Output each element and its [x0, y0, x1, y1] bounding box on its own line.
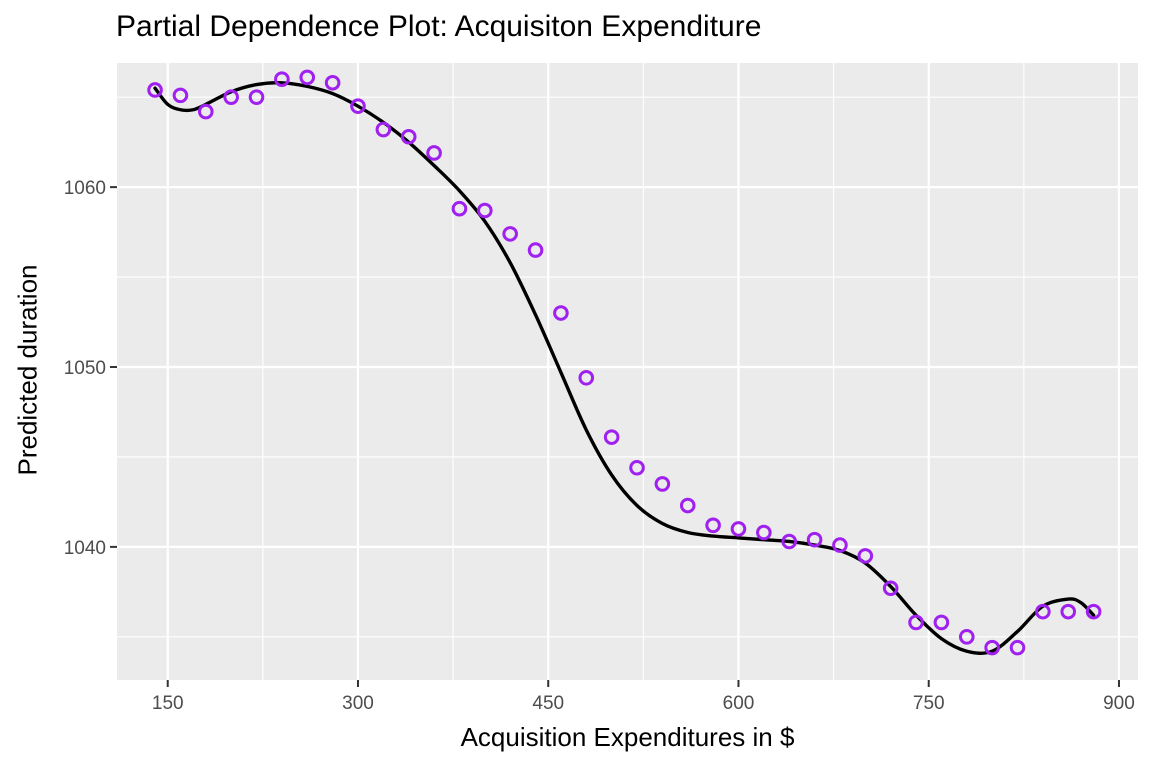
- data-point: [603, 429, 620, 445]
- chart-title: Partial Dependence Plot: Acquisiton Expe…: [116, 10, 762, 43]
- data-point: [172, 87, 189, 104]
- data-point: [832, 537, 848, 553]
- data-point: [400, 128, 417, 145]
- x-tick-label: 600: [723, 693, 755, 714]
- y-tick-label: 1040: [64, 538, 106, 559]
- data-point: [477, 202, 493, 219]
- x-tick-label: 450: [532, 693, 564, 714]
- data-point: [299, 69, 316, 86]
- data-point: [527, 242, 544, 258]
- points-layer: [147, 69, 1102, 656]
- data-point: [426, 145, 442, 161]
- data-point: [882, 580, 899, 597]
- data-point: [756, 524, 772, 541]
- data-point: [654, 476, 671, 492]
- x-tick-label: 900: [1103, 693, 1135, 714]
- data-point: [223, 89, 239, 105]
- x-tick-label: 150: [152, 693, 184, 714]
- data-point: [730, 521, 747, 537]
- data-point: [781, 533, 798, 550]
- major-gridlines: [117, 63, 1138, 680]
- axis-ticks: [110, 186, 1120, 687]
- data-point: [984, 639, 1000, 656]
- data-point: [1009, 639, 1026, 656]
- y-tick-label: 1050: [64, 358, 106, 379]
- data-point: [147, 82, 163, 98]
- smooth-line: [153, 81, 1096, 655]
- data-point: [578, 369, 595, 386]
- data-point: [1085, 603, 1102, 620]
- smooth-line-layer: [153, 81, 1096, 655]
- data-point: [958, 629, 975, 645]
- data-point: [933, 614, 950, 631]
- x-tick-label: 750: [913, 693, 945, 714]
- data-point: [679, 497, 696, 514]
- data-point: [857, 548, 874, 564]
- data-point: [375, 121, 392, 138]
- x-tick-label: 300: [342, 693, 374, 714]
- data-point: [629, 459, 645, 476]
- y-axis-title: Predicted duration: [12, 264, 43, 476]
- y-tick-label: 1060: [64, 178, 106, 199]
- tick-labels: 150 300 450 600 750 900 1040 1050 1060: [64, 178, 1135, 714]
- data-point: [908, 614, 924, 631]
- data-point: [1060, 603, 1077, 620]
- data-point: [197, 103, 214, 120]
- data-point: [248, 89, 265, 105]
- data-point: [806, 531, 823, 548]
- data-point: [502, 226, 518, 242]
- plot-panel: [117, 63, 1138, 680]
- data-point: [324, 74, 341, 91]
- data-point: [451, 200, 468, 217]
- data-point: [1035, 603, 1051, 620]
- data-point: [274, 71, 290, 87]
- minor-gridlines: [117, 63, 1138, 680]
- data-point: [705, 517, 721, 534]
- x-axis-title: Acquisition Expenditures in $: [460, 722, 795, 752]
- data-point: [350, 98, 366, 114]
- data-point: [553, 305, 569, 321]
